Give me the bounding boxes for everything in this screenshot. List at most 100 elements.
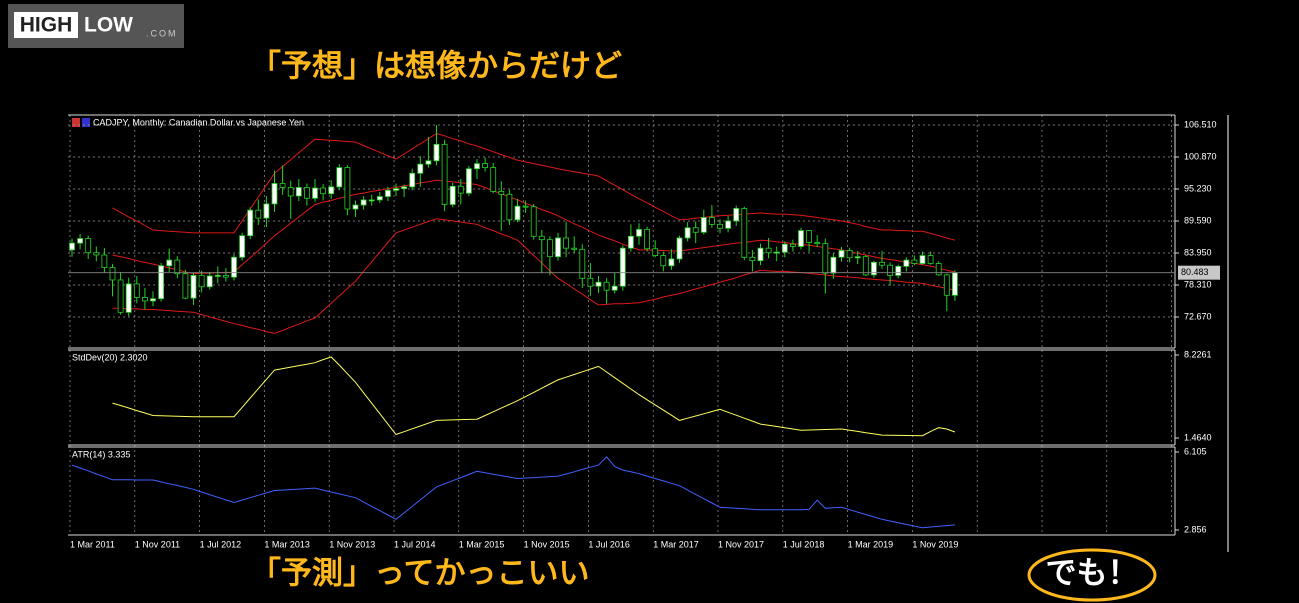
line: [112, 218, 956, 334]
candle-body: [781, 243, 788, 253]
candle-body: [498, 191, 505, 195]
candle-body: [628, 235, 634, 249]
candle-body: [255, 209, 262, 219]
candle-body: [166, 259, 173, 267]
logo-high: HIGH: [20, 14, 73, 37]
candle-body: [93, 252, 100, 256]
candle-body: [895, 265, 902, 276]
candle-body: [709, 217, 715, 225]
x-tick-label: 1 Mar 2019: [848, 539, 894, 549]
candle-body: [85, 238, 92, 254]
candle-body: [482, 163, 489, 169]
candle-body: [903, 259, 910, 267]
candle-body: [312, 187, 318, 199]
x-tick-label: 1 Mar 2011: [70, 539, 115, 549]
x-tick-label: 1 Jul 2012: [200, 539, 242, 549]
candle-body: [733, 208, 740, 222]
candle-body: [158, 265, 165, 300]
y-tick-label: 100.870: [1184, 151, 1217, 161]
candle-body: [222, 275, 229, 278]
candle-body: [182, 273, 189, 299]
candle-body: [433, 143, 440, 162]
candle-body: [125, 283, 132, 313]
panel-title: CADJPY, Monthly: Canadian Dollar vs Japa…: [93, 117, 304, 127]
candle-body: [522, 205, 529, 208]
y-tick-label: 8.2261: [1184, 349, 1212, 359]
y-tick-label: 83.950: [1184, 247, 1212, 257]
candle-body: [360, 199, 367, 206]
candle-body: [320, 187, 327, 195]
flag-icon: [82, 118, 90, 127]
candle-body: [830, 256, 837, 274]
candle-body: [919, 255, 926, 264]
candle-body: [790, 243, 796, 247]
footer-text: 「予測」ってかっこいい: [250, 556, 589, 592]
candle-body: [692, 227, 699, 233]
candle-body: [239, 235, 246, 258]
y-tick-label: 2.856: [1184, 524, 1207, 534]
y-tick-label: 89.590: [1184, 215, 1212, 225]
callout-ring: [1027, 548, 1157, 602]
logo-high-box: [14, 12, 78, 38]
line: [112, 356, 956, 437]
candle-body: [798, 230, 804, 247]
x-tick-label: 1 Nov 2013: [329, 539, 375, 549]
x-tick-label: 1 Mar 2015: [459, 539, 505, 549]
candle-body: [69, 242, 75, 251]
candle-body: [449, 185, 456, 205]
chart: 1 Mar 2011 1 Nov 2011 1 Jul 2012 1 Mar 2013…: [68, 114, 1220, 549]
candle-body: [757, 247, 764, 262]
candle-body: [579, 248, 586, 279]
candle-body: [749, 256, 756, 262]
candle-body: [871, 261, 877, 276]
candle-body: [838, 250, 845, 258]
line: [112, 133, 956, 241]
candle-body: [417, 163, 424, 174]
candle-body: [457, 185, 464, 194]
candle-body: [490, 167, 497, 192]
candle-body: [717, 223, 723, 229]
candle-body: [109, 267, 116, 281]
candle-body: [773, 251, 780, 254]
candle-body: [547, 239, 553, 258]
logo-low: LOW: [84, 14, 133, 37]
candle-body: [668, 258, 675, 267]
candle-body: [555, 237, 561, 258]
candle-body: [636, 229, 642, 237]
candle-body: [279, 183, 286, 188]
candle-body: [822, 243, 829, 274]
candle-body: [660, 255, 667, 267]
candle-body: [854, 256, 861, 259]
candle-body: [336, 167, 343, 188]
candle-body: [571, 247, 578, 250]
candle-body: [198, 275, 205, 288]
y-tick-label: 95.230: [1184, 183, 1212, 193]
candle-body: [376, 196, 383, 201]
x-tick-label: 1 Mar 2013: [264, 539, 310, 549]
candle-body: [231, 256, 237, 278]
x-tick-label: 1 Nov 2019: [912, 539, 958, 549]
line: [71, 456, 955, 529]
candle-body: [263, 203, 270, 219]
panel-title: ATR(14) 3.335: [72, 449, 130, 459]
candle-body: [846, 250, 853, 259]
flag-icon: [72, 118, 80, 127]
x-tick-label: 1 Nov 2011: [135, 539, 180, 549]
candle-body: [619, 247, 626, 287]
x-tick-label: 1 Jul 2014: [394, 539, 436, 549]
y-tick-label: 72.670: [1184, 311, 1212, 321]
logo-suffix: .COM: [146, 28, 178, 38]
candle-body: [384, 189, 391, 197]
candle-body: [725, 220, 731, 229]
candle-body: [271, 183, 278, 205]
candle-body: [425, 160, 432, 165]
x-tick-label: 1 Mar 2017: [653, 539, 699, 549]
candle-body: [514, 205, 521, 221]
x-tick-label: 1 Nov 2017: [718, 539, 764, 549]
candle-body: [506, 193, 513, 221]
price-tag-box: [1178, 265, 1220, 280]
candle-body: [441, 143, 448, 205]
candle-body: [806, 230, 812, 243]
candle-body: [611, 285, 618, 291]
